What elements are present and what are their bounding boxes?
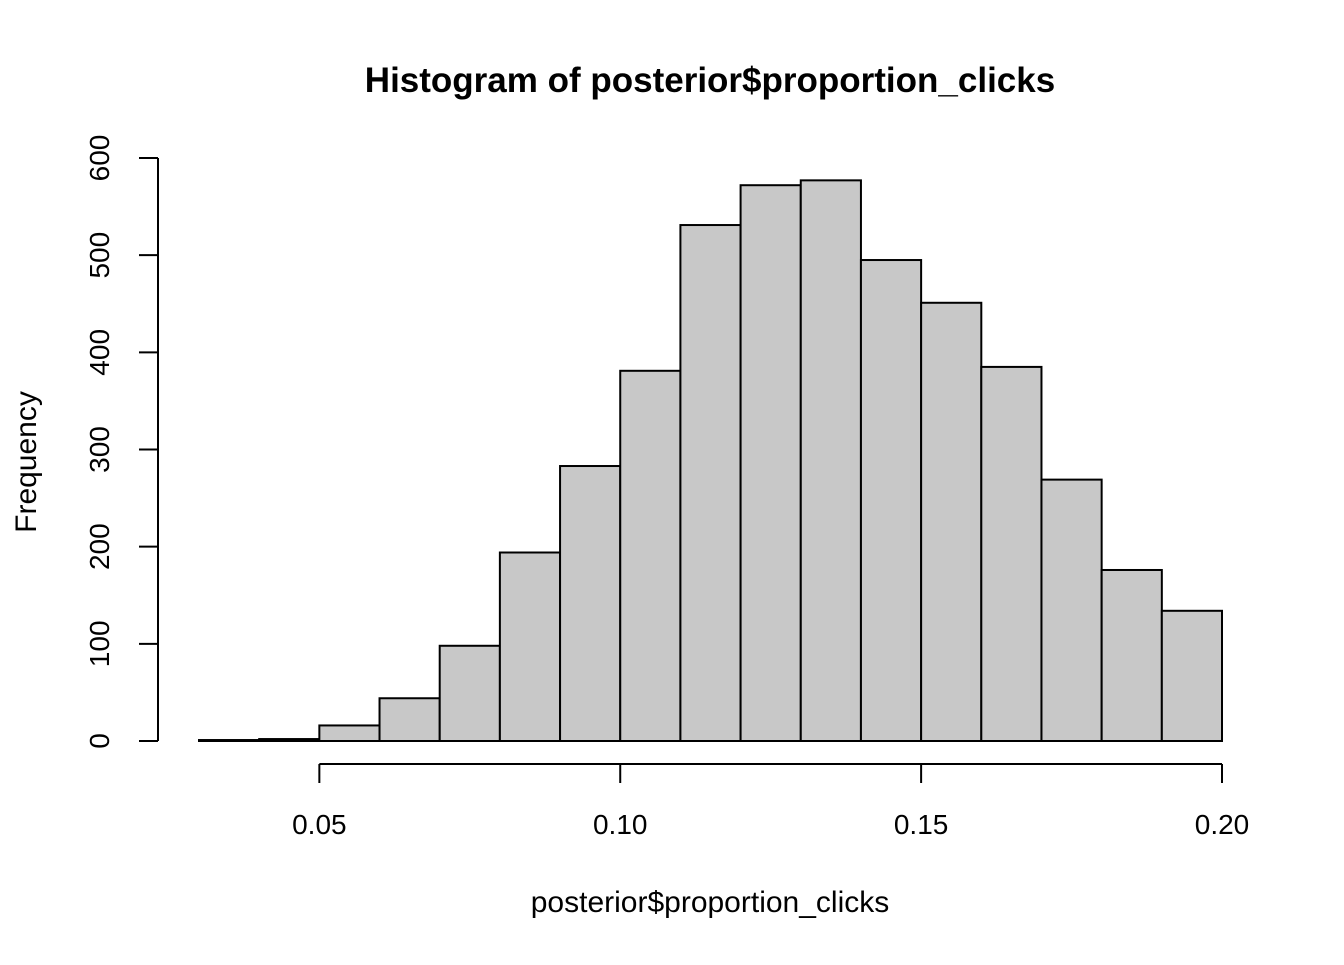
y-axis: 0 100 200 300 400 500 600 — [84, 135, 159, 749]
y-tick-label: 600 — [84, 135, 115, 182]
x-axis: 0.05 0.10 0.15 0.20 — [292, 763, 1250, 840]
histogram-bar — [920, 301, 983, 742]
histogram-bar — [378, 697, 441, 742]
histogram-bar — [980, 365, 1043, 742]
y-tick-label: 0 — [84, 733, 115, 749]
histogram-bar — [258, 738, 321, 742]
x-tick-label: 0.05 — [292, 809, 347, 840]
histogram-bar — [498, 551, 562, 742]
y-axis-label: Frequency — [10, 391, 43, 533]
histogram-bar — [1100, 568, 1163, 742]
histogram-bar — [1160, 609, 1223, 742]
histogram-bar — [799, 179, 862, 743]
histogram-bar — [859, 259, 923, 742]
histogram-bar — [619, 369, 682, 742]
y-tick-label: 100 — [84, 620, 115, 667]
y-tick-label: 500 — [84, 232, 115, 279]
histogram-bar — [318, 724, 381, 743]
x-tick-label: 0.20 — [1195, 809, 1250, 840]
histogram-bar — [198, 739, 261, 743]
histogram-bar — [438, 644, 501, 743]
x-axis-label: posterior$proportion_clicks — [531, 886, 890, 919]
y-tick-label: 300 — [84, 426, 115, 473]
histogram-bar — [1040, 478, 1103, 742]
y-tick-label: 400 — [84, 329, 115, 376]
histogram-bar — [559, 465, 622, 742]
y-tick-label: 200 — [84, 523, 115, 570]
x-tick-label: 0.15 — [894, 809, 949, 840]
chart-title: Histogram of posterior$proportion_clicks — [365, 61, 1055, 100]
histogram-bar — [739, 184, 802, 742]
histogram-bar — [679, 224, 742, 743]
bars-group — [198, 179, 1223, 743]
x-tick-label: 0.10 — [593, 809, 648, 840]
